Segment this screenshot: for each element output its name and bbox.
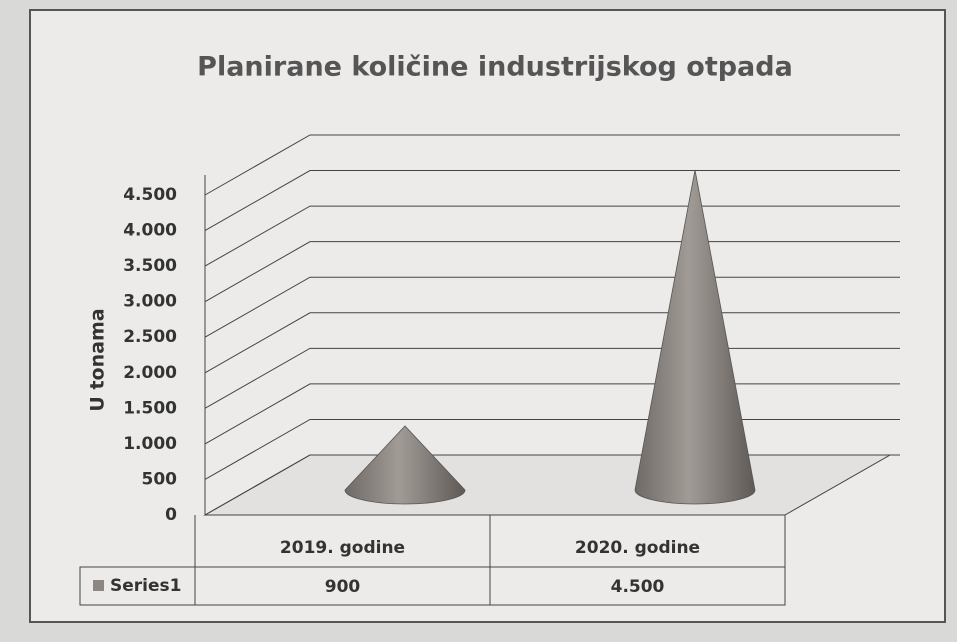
chart-frame: [29, 9, 946, 623]
grid-line: [204, 134, 900, 196]
chart-title: Planirane količine industrijskog otpada: [197, 52, 793, 83]
y-tick-label: 2.000: [123, 363, 177, 383]
y-tick-label: 3.500: [123, 256, 177, 276]
cone: [634, 169, 756, 505]
table-value: 900: [325, 577, 361, 597]
floor: [203, 454, 892, 516]
y-tick-label: 4.500: [123, 185, 177, 205]
table-value: 4.500: [611, 577, 665, 597]
y-tick-label: 1.000: [123, 434, 177, 454]
x-tick-label: 2019. godine: [280, 538, 405, 558]
legend-key: [93, 580, 104, 591]
y-axis-label: U tonama: [87, 308, 109, 411]
y-tick-label: 1.500: [123, 398, 177, 418]
y-tick-label: 2.500: [123, 327, 177, 347]
grid-line: [204, 205, 900, 267]
y-tick-label: 4.000: [123, 221, 177, 241]
cone: [344, 425, 466, 505]
grid-line: [204, 170, 900, 231]
y-tick-label: 0: [165, 505, 177, 525]
legend-label: Series1: [110, 576, 181, 596]
x-tick-label: 2020. godine: [575, 538, 700, 558]
y-tick-label: 3.000: [123, 292, 177, 312]
y-tick-label: 500: [142, 469, 178, 489]
